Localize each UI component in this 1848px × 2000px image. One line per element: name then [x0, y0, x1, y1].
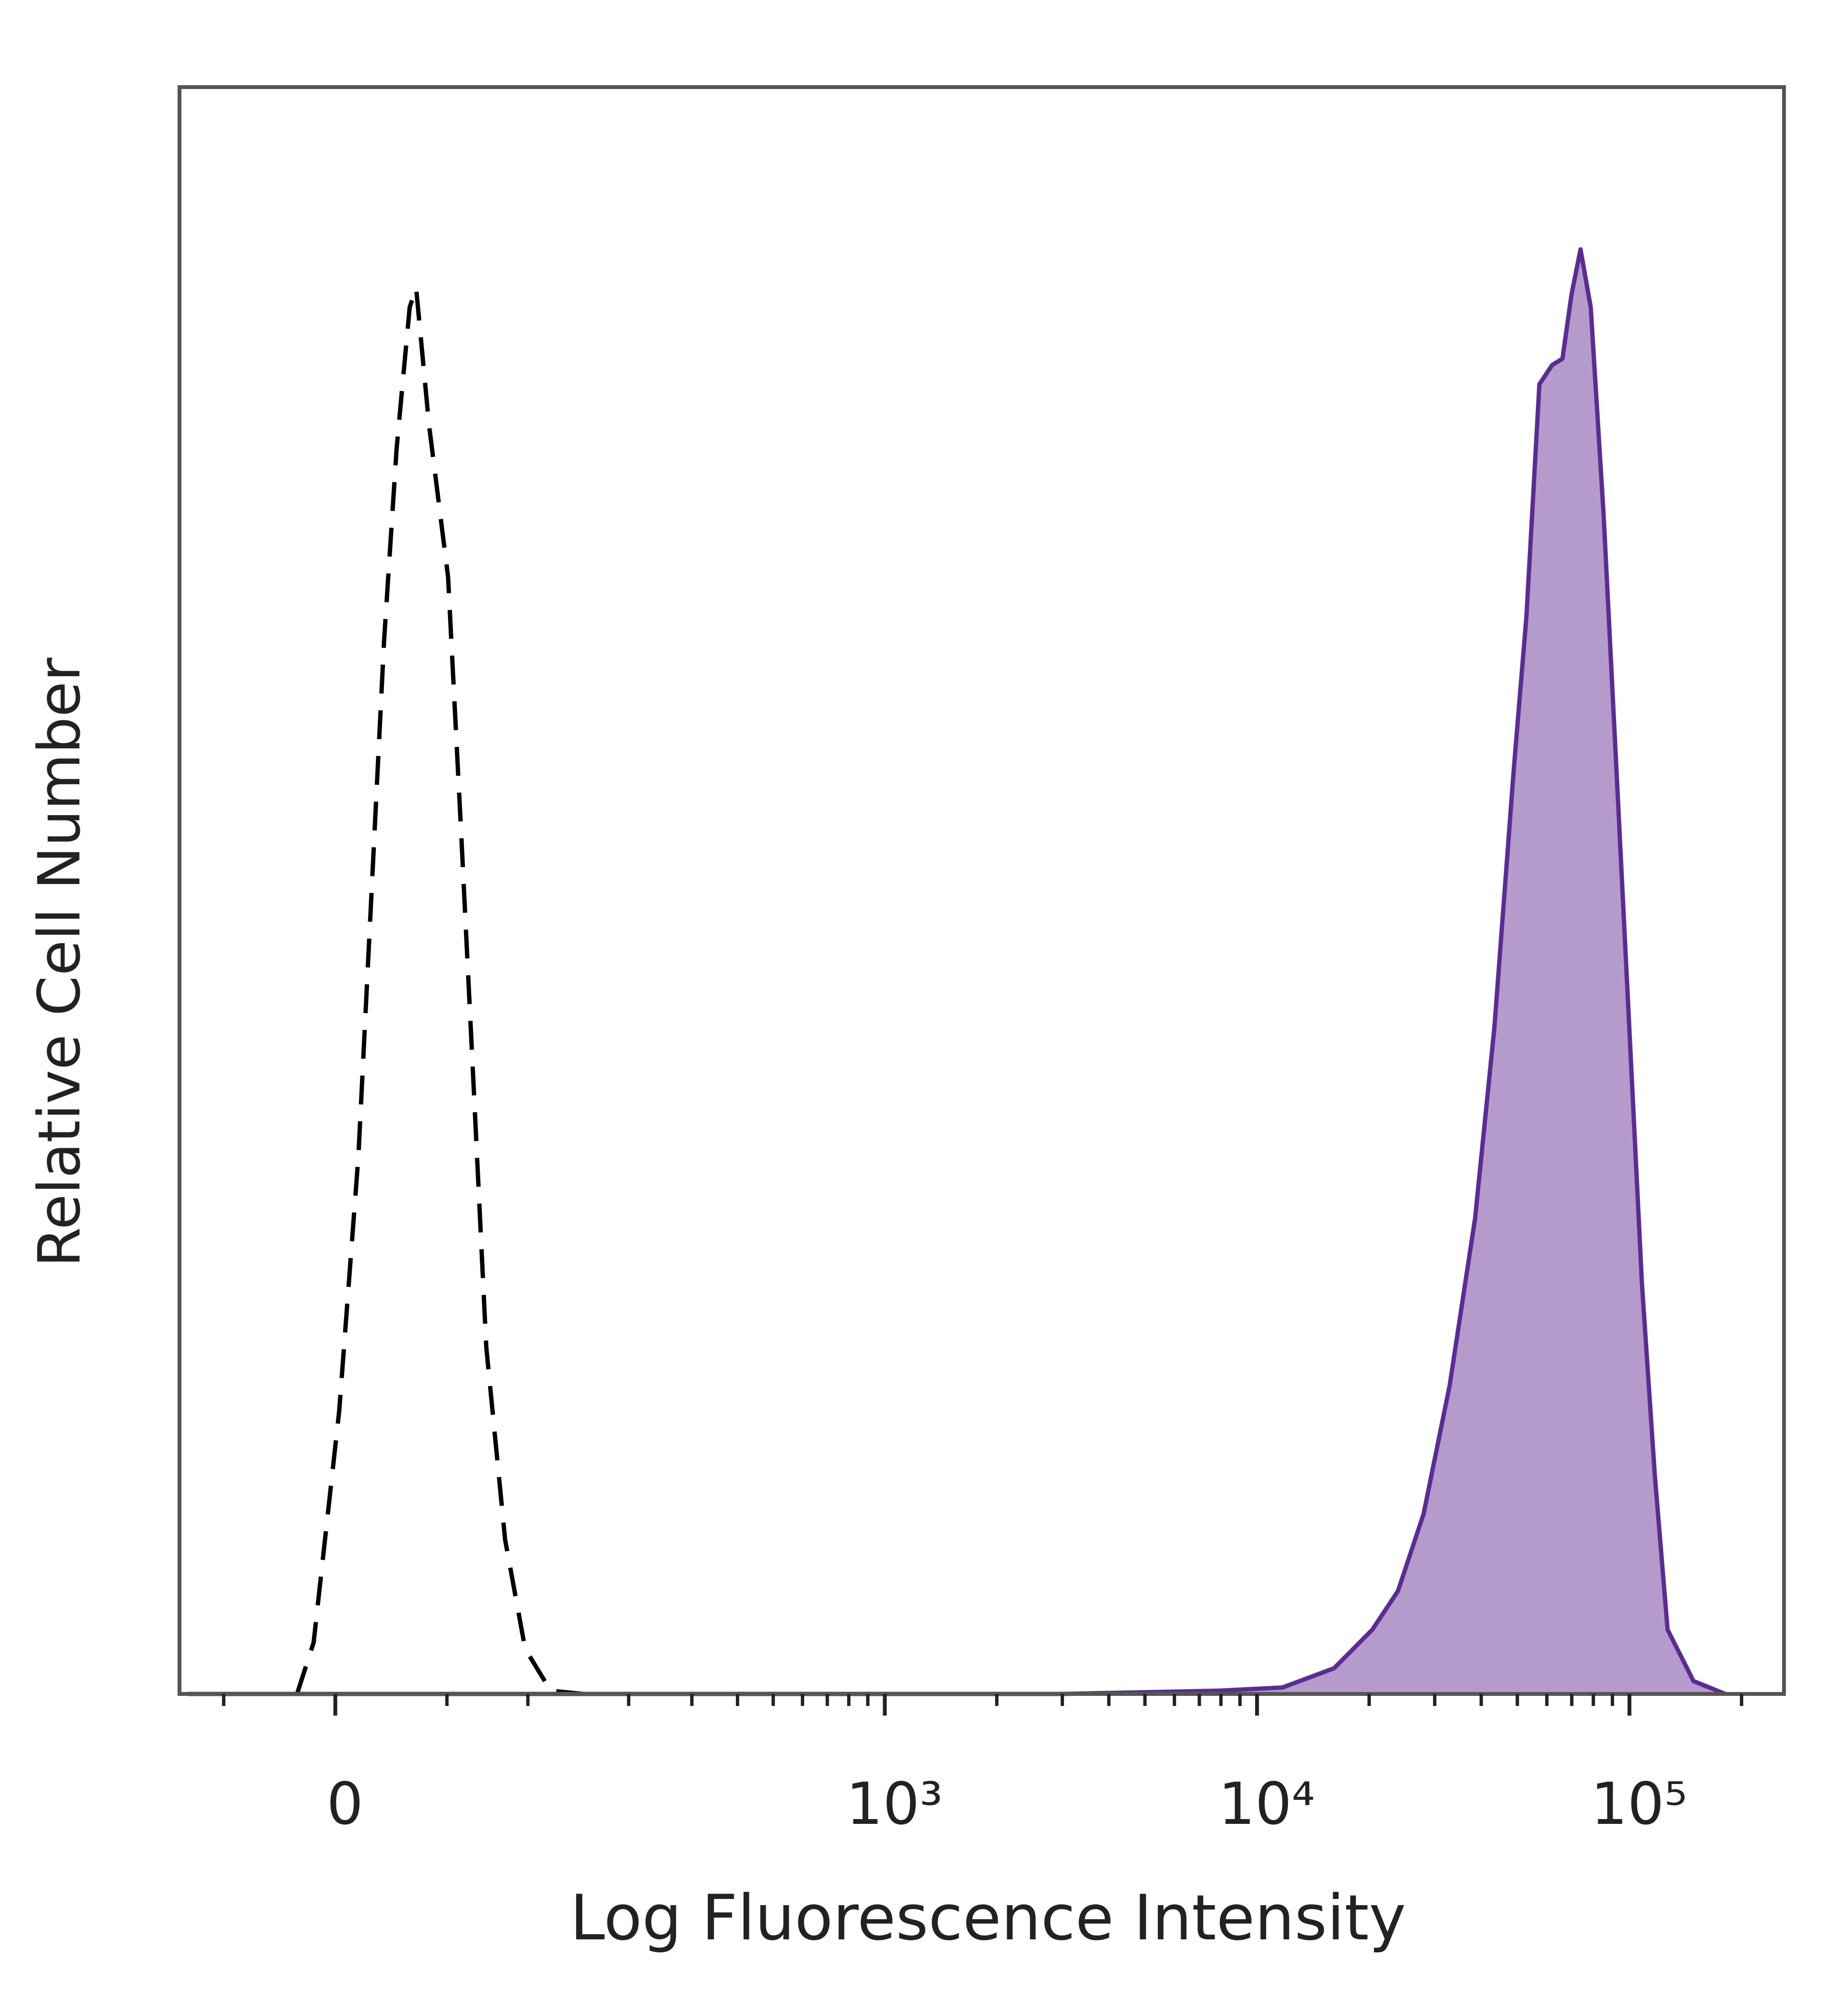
- x-tick-label: 10⁵: [1591, 1771, 1687, 1838]
- histogram-line: [295, 285, 603, 1696]
- histogram-line: [188, 247, 1726, 1696]
- x-axis-title: Log Fluorescence Intensity: [570, 1881, 1406, 1954]
- histogram-area: [188, 249, 1726, 1694]
- x-tick-label: 10⁴: [1219, 1771, 1315, 1838]
- y-axis-title: Relative Cell Number: [26, 657, 93, 1267]
- x-tick-label: 10³: [846, 1771, 943, 1838]
- plot-frame: [178, 85, 1786, 1696]
- x-tick-label: 0: [327, 1771, 363, 1838]
